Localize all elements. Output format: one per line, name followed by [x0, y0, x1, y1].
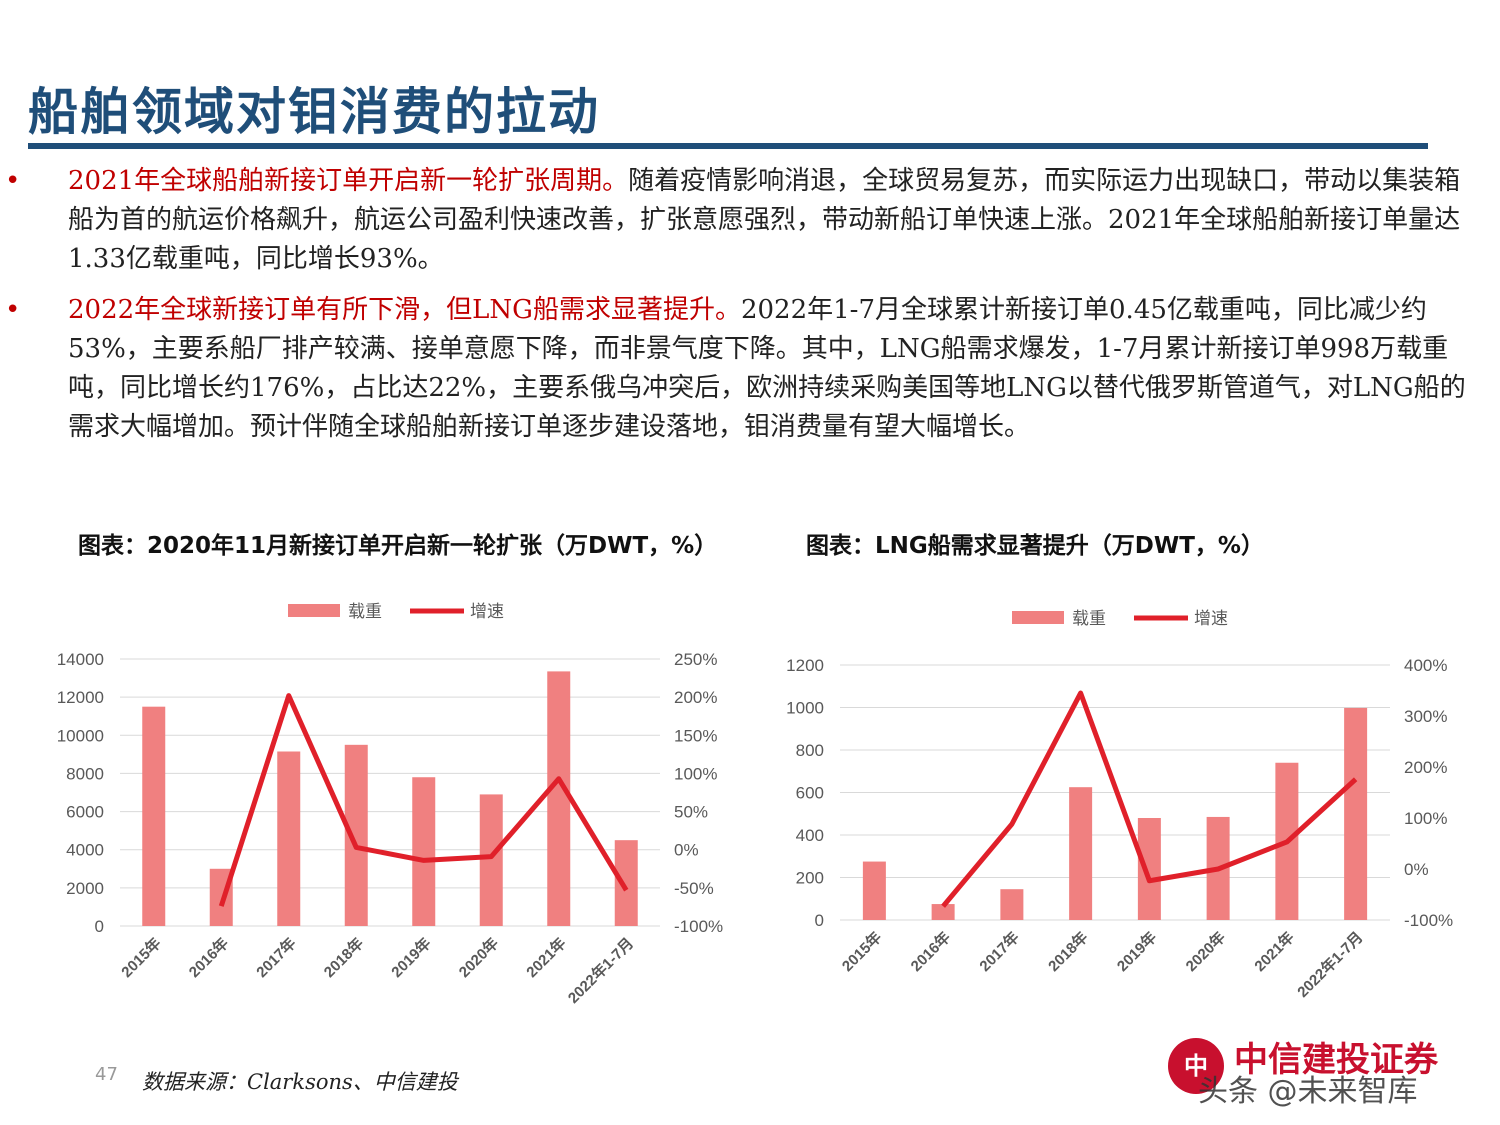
x-tick-label: 2018年: [320, 934, 367, 981]
x-tick-label: 2021年: [523, 934, 570, 981]
y-left-tick-label: 4000: [66, 841, 104, 860]
bullet-text: 随着疫情影响消退，全球贸易复苏，而实际运力出现缺口，带动以集装箱船为首的航运价格…: [68, 166, 1461, 274]
y-right-tick-label: 100%: [1404, 809, 1447, 828]
watermark: 头条 @未来智库: [1198, 1074, 1418, 1109]
bar-mark: [479, 794, 503, 926]
y-left-tick-label: 800: [796, 741, 824, 760]
bullet-text: 2022年1-7月全球累计新接订单0.45亿载重吨，同比减少约53%，主要系船厂…: [68, 295, 1466, 442]
bar-mark: [412, 777, 436, 926]
legend-line-label: 增速: [470, 602, 504, 621]
bullet-item-1: • 2021年全球船舶新接订单开启新一轮扩张周期。随着疫情影响消退，全球贸易复苏…: [0, 162, 1480, 279]
bullet-list: • 2021年全球船舶新接订单开启新一轮扩张周期。随着疫情影响消退，全球贸易复苏…: [0, 162, 1480, 459]
y-right-tick-label: 0%: [1404, 860, 1429, 879]
y-right-tick-label: 0%: [674, 841, 699, 860]
y-right-tick-label: 300%: [1404, 707, 1447, 726]
y-left-tick-label: 14000: [57, 650, 104, 669]
bullet-item-2: • 2022年全球新接订单有所下滑，但LNG船需求显著提升。2022年1-7月全…: [0, 291, 1480, 447]
series-line: [941, 690, 1358, 908]
y-left-tick-label: 0: [95, 917, 104, 936]
x-tick-label: 2017年: [976, 928, 1023, 975]
x-tick-label: 2018年: [1045, 928, 1092, 975]
y-left-tick-label: 10000: [57, 726, 104, 745]
x-tick-label: 2019年: [1113, 928, 1160, 975]
logo-mark-icon: 中: [1168, 1038, 1224, 1094]
y-right-tick-label: 250%: [674, 650, 717, 669]
y-right-tick-label: 200%: [1404, 758, 1447, 777]
bar-mark: [344, 744, 368, 926]
y-right-tick-label: 200%: [674, 688, 717, 707]
bullet-highlight: 2021年全球船舶新接订单开启新一轮扩张周期。: [68, 166, 629, 196]
x-tick-label: 2017年: [253, 934, 300, 981]
source-note: 数据来源：Clarksons、中信建投: [142, 1070, 458, 1094]
y-left-tick-label: 0: [815, 911, 824, 930]
legend-bar-swatch: [288, 604, 340, 617]
chart-1: 0 2000 4000 6000 8000 10000 12000 14000 -100% -50…: [57, 602, 723, 1007]
y-left-tick-label: 8000: [66, 764, 104, 783]
x-tick-label: 2015年: [118, 934, 165, 981]
page-number: 47: [95, 1064, 118, 1085]
y-right-tick-label: -100%: [674, 917, 723, 936]
y-right-tick-label: 150%: [674, 726, 717, 745]
x-tick-label: 2016年: [907, 928, 954, 975]
chart-2-title: 图表：LNG船需求显著提升（万DWT，%）: [806, 533, 1264, 559]
y-right-tick-label: 400%: [1404, 656, 1447, 675]
bar-mark: [277, 751, 301, 926]
bar-mark: [1000, 889, 1024, 920]
legend-line-label: 增速: [1194, 609, 1228, 628]
bar-mark: [1137, 818, 1161, 920]
y-right-tick-label: 100%: [674, 764, 717, 783]
bullet-dot-icon: •: [5, 295, 21, 325]
y-left-tick-label: 600: [796, 784, 824, 803]
bar-mark: [931, 904, 955, 920]
x-tick-label: 2016年: [185, 934, 232, 981]
x-tick-label: 2022年1-7月: [564, 934, 637, 1007]
bullet-dot-icon: •: [5, 166, 21, 196]
title-underline: [28, 143, 1428, 149]
y-right-tick-label: -50%: [674, 879, 714, 898]
x-tick-label: 2020年: [1182, 928, 1229, 975]
x-tick-label: 2020年: [455, 934, 502, 981]
y-right-tick-label: 50%: [674, 803, 708, 822]
legend-bar-label: 载重: [348, 602, 382, 621]
x-tick-label: 2015年: [838, 928, 885, 975]
bar-mark: [1069, 787, 1093, 920]
legend-bar-label: 载重: [1072, 609, 1106, 628]
bar-mark: [614, 840, 638, 926]
bar-mark: [862, 861, 886, 920]
bullet-highlight: 2022年全球新接订单有所下滑，但LNG船需求显著提升。: [68, 295, 741, 325]
bar-mark: [142, 706, 166, 926]
chart-1-title: 图表：2020年11月新接订单开启新一轮扩张（万DWT，%）: [78, 533, 718, 559]
y-left-tick-label: 1000: [786, 699, 824, 718]
y-left-tick-label: 2000: [66, 879, 104, 898]
y-left-tick-label: 6000: [66, 803, 104, 822]
logo-text: 中信建投证券: [1234, 1040, 1438, 1080]
y-right-tick-label: -100%: [1404, 911, 1453, 930]
x-tick-label: 2021年: [1251, 928, 1298, 975]
page-title: 船舶领域对钼消费的拉动: [28, 83, 600, 141]
bar-mark: [547, 671, 571, 926]
y-left-tick-label: 1200: [786, 656, 824, 675]
company-logo: 中 中信建投证券 头条 @未来智库: [1168, 1030, 1478, 1109]
y-left-tick-label: 400: [796, 826, 824, 845]
legend-bar-swatch: [1012, 611, 1064, 624]
x-tick-label: 2019年: [388, 934, 435, 981]
y-left-tick-label: 200: [796, 869, 824, 888]
y-left-tick-label: 12000: [57, 688, 104, 707]
x-tick-label: 2022年1-7月: [1294, 928, 1367, 1001]
series-line: [218, 693, 629, 907]
chart-2: 0 200 400 600 800 1000 1200 -100% 0% 100% 200% 300%…: [786, 609, 1453, 1001]
bar-mark: [1344, 707, 1368, 920]
